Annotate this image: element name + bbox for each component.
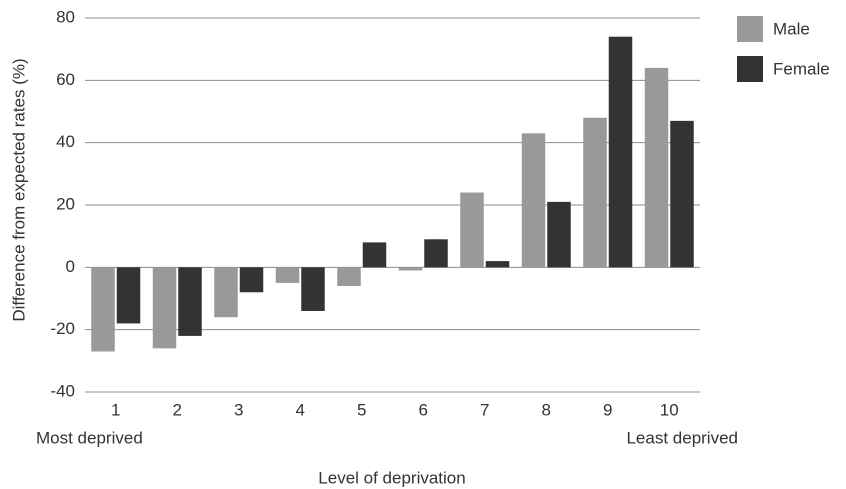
bar [275,267,300,283]
bar [521,133,546,268]
bar [239,267,264,293]
x-tick-label: 5 [357,400,366,419]
legend-swatch [737,56,763,82]
x-tick-label: 7 [480,400,489,419]
y-tick-label: 60 [56,70,75,89]
x-tick-label: 9 [603,400,612,419]
bar [485,261,510,268]
bar [301,267,325,311]
y-tick-label: -40 [50,381,75,400]
legend-swatch [737,16,763,42]
bar [178,267,202,336]
annotation: Most deprived [36,428,143,447]
bar [91,267,115,352]
bar [547,201,571,268]
y-tick-label: 0 [66,257,75,276]
legend-label: Male [773,19,810,38]
x-tick-label: 3 [234,400,243,419]
y-tick-label: -20 [50,319,75,338]
bar [152,267,177,349]
bar [460,192,484,268]
bar [362,242,387,268]
x-tick-label: 8 [542,400,551,419]
y-tick-label: 40 [56,132,75,151]
bar [337,267,361,287]
bar [583,117,607,268]
x-tick-label: 10 [660,400,679,419]
x-tick-label: 4 [296,400,305,419]
bar [214,267,238,318]
bar [424,239,448,268]
x-tick-label: 1 [111,400,120,419]
bar [644,67,669,268]
bar [608,36,633,268]
x-axis-label: Level of deprivation [318,468,465,487]
x-tick-label: 2 [173,400,182,419]
y-axis-label: Difference from expected rates (%) [9,58,28,321]
bar [398,267,423,271]
annotation: Least deprived [626,428,738,447]
bar [670,120,694,268]
y-tick-label: 80 [56,7,75,26]
bar [116,267,141,324]
y-tick-label: 20 [56,194,75,213]
x-tick-label: 6 [419,400,428,419]
legend-label: Female [773,59,830,78]
